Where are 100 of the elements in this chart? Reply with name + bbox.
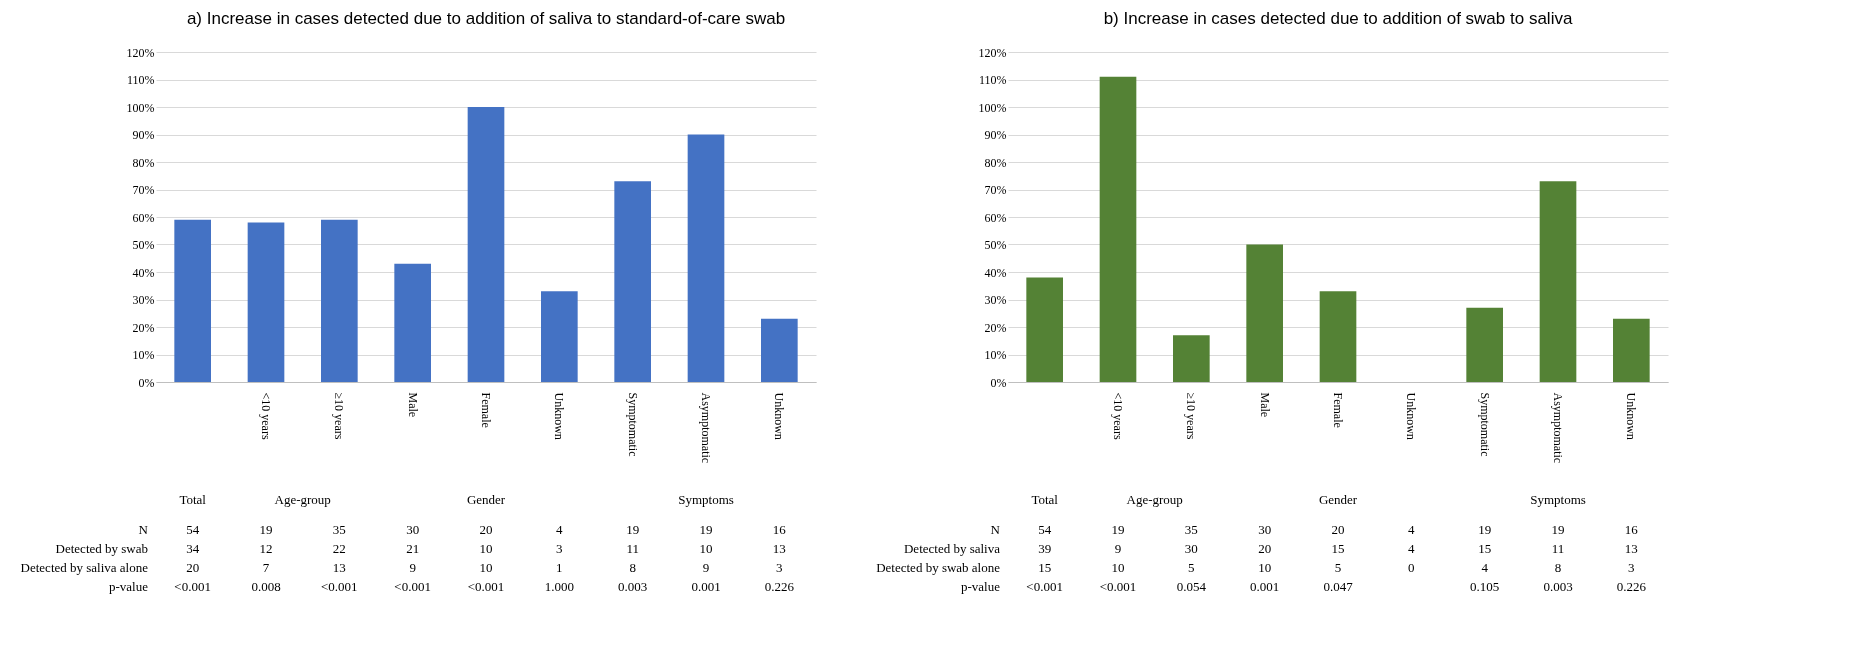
y-tick-label: 120% [126, 45, 155, 60]
x-tick-label: Male [405, 392, 420, 418]
y-tick-label: 30% [984, 293, 1007, 307]
text: 3 [556, 541, 563, 556]
text: 13 [1624, 541, 1638, 556]
text: 0.226 [1616, 579, 1647, 594]
text: 0.008 [251, 579, 281, 594]
y-tick-label: 70% [984, 183, 1007, 197]
x-tick-label: ≥10 years [1184, 392, 1199, 440]
text: Total [1031, 492, 1059, 507]
y-tick-label: 0% [990, 375, 1007, 390]
text: Age-group [1126, 492, 1183, 507]
bar [394, 263, 431, 382]
y-tick-label: 80% [132, 155, 155, 170]
text: 20 [479, 522, 493, 537]
text: 35 [1184, 522, 1198, 537]
bar [1613, 318, 1650, 382]
text: 10 [479, 541, 493, 556]
text: 13 [332, 560, 346, 575]
text: 20 [1258, 541, 1272, 556]
text: 5 [1188, 560, 1195, 575]
bar [1466, 307, 1503, 382]
text: 20 [186, 560, 200, 575]
text: 11 [626, 541, 639, 556]
y-tick-label: 110% [126, 73, 155, 87]
text: 10 [479, 560, 493, 575]
bar [1099, 76, 1137, 382]
chart-title: b) Increase in cases detected due to addition of swab to saliva [1103, 9, 1573, 28]
x-tick-label: Symptomatic [1477, 392, 1492, 457]
text: 8 [1554, 560, 1562, 575]
text: 12 [259, 541, 273, 556]
bar [467, 107, 505, 382]
text: 7 [262, 560, 270, 575]
text: 10 [1111, 560, 1125, 575]
y-tick-label: 100% [978, 100, 1007, 115]
text: 21 [406, 541, 420, 556]
bar [687, 134, 725, 382]
text: 19 [626, 522, 640, 537]
text: 39 [1038, 541, 1052, 556]
y-tick-label: 10% [984, 348, 1007, 362]
text: 0.001 [691, 579, 721, 594]
text: <0.001 [1099, 579, 1137, 594]
x-tick-label: Female [1331, 392, 1345, 428]
text: 1 [556, 560, 563, 575]
y-tick-label: 80% [984, 155, 1007, 170]
text: <0.001 [394, 579, 431, 594]
text: <0.001 [467, 579, 505, 594]
y-tick-label: 40% [132, 265, 155, 280]
text: Detected by swab [55, 541, 148, 556]
text: 35 [332, 522, 346, 537]
text: 4 [1481, 560, 1489, 575]
x-tick-label: Unknown [1404, 392, 1419, 440]
text: 19 [1478, 522, 1492, 537]
text: 19 [1551, 522, 1565, 537]
text: 15 [1331, 541, 1345, 556]
text: 15 [1478, 541, 1492, 556]
text: Detected by saliva [903, 541, 1001, 556]
text: 9 [1114, 541, 1122, 556]
x-tick-label: Asymptomatic [1551, 392, 1565, 464]
text: 30 [1184, 541, 1198, 556]
text: 4 [1408, 541, 1416, 556]
text: Gender [466, 492, 506, 507]
text: 3 [1628, 560, 1635, 575]
x-tick-label: Male [1257, 392, 1272, 418]
text: 0.105 [1470, 579, 1500, 594]
y-tick-label: 30% [132, 293, 155, 307]
chart-title: a) Increase in cases detected due to addition of saliva to standard-of-care swab [186, 9, 786, 28]
x-tick-label: Symptomatic [625, 392, 640, 457]
y-tick-label: 50% [984, 238, 1007, 252]
text: 10 [699, 541, 713, 556]
y-tick-label: 90% [132, 128, 155, 142]
text: 5 [1334, 560, 1342, 575]
text: 30 [1258, 522, 1272, 537]
y-tick-label: 20% [984, 320, 1007, 335]
y-tick-label: 50% [132, 238, 155, 252]
text: 9 [702, 560, 710, 575]
bar [761, 318, 798, 382]
text: 30 [406, 522, 420, 537]
bar [1026, 277, 1063, 382]
text: <0.001 [174, 579, 211, 594]
bar [614, 181, 651, 382]
text: 10 [1258, 560, 1272, 575]
y-tick-label: 120% [978, 45, 1007, 60]
text: Detected by swab alone [876, 560, 1001, 575]
text: 34 [186, 541, 200, 556]
text: 4 [1408, 522, 1416, 537]
text: p-value [961, 579, 1001, 594]
x-tick-label: Female [479, 392, 493, 428]
text: 9 [409, 560, 416, 575]
bar [1539, 181, 1577, 382]
text: <0.001 [1026, 579, 1063, 594]
x-tick-label: ≥10 years [332, 392, 347, 440]
y-tick-label: 60% [132, 210, 155, 225]
text: 0.226 [764, 579, 795, 594]
text: 11 [1551, 541, 1565, 556]
text: 4 [556, 522, 564, 537]
y-tick-label: 110% [978, 73, 1007, 87]
y-tick-label: 20% [132, 320, 155, 335]
text: 16 [772, 522, 787, 537]
x-tick-label: Unknown [552, 392, 567, 440]
